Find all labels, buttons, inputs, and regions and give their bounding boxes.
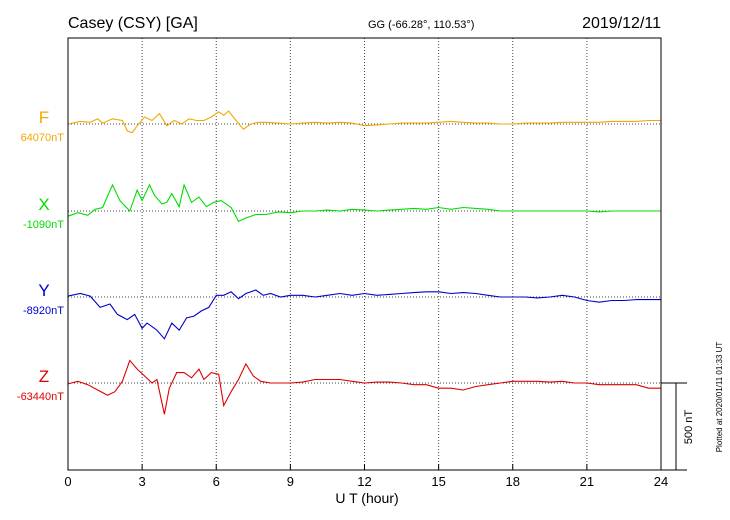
x-tick-label: 21 (580, 474, 594, 489)
series-baseline-z: -63440nT (17, 391, 64, 403)
series-line-z (67, 359, 661, 415)
series-name-z: Z (39, 367, 49, 386)
series-line-f (67, 110, 661, 134)
x-axis-label: U T (hour) (335, 490, 398, 506)
series-name-x: X (38, 195, 49, 214)
x-tick-label: 6 (213, 474, 220, 489)
series-baseline-f: 64070nT (21, 132, 65, 144)
series-baseline-y: -8920nT (23, 305, 64, 317)
coords-label: GG (-66.28°, 110.53°) (368, 19, 474, 31)
x-ticks: 0 3 6 9 12 15 18 21 24 (64, 464, 668, 489)
x-tick-label: 0 (64, 474, 71, 489)
traces (67, 110, 661, 415)
x-tick-label: 9 (287, 474, 294, 489)
series-labels: F 64070nT X -1090nT Y -8920nT Z -63440nT (17, 108, 64, 403)
scale-bar-label: 500 nT (683, 410, 695, 445)
plotted-note: Plotted at 2020/01/11 01:33 UT (715, 342, 724, 453)
x-tick-label: 3 (139, 474, 146, 489)
scale-bar: 500 nT (661, 382, 695, 471)
series-name-y: Y (38, 281, 49, 300)
x-tick-label: 24 (654, 474, 668, 489)
series-baseline-x: -1090nT (23, 219, 64, 231)
series-name-f: F (39, 108, 49, 127)
x-tick-label: 15 (431, 474, 445, 489)
series-line-y (67, 289, 661, 340)
date-label: 2019/12/11 (582, 15, 661, 32)
grid-lines (141, 38, 588, 470)
x-tick-label: 18 (506, 474, 520, 489)
x-tick-label: 12 (357, 474, 371, 489)
station-title: Casey (CSY) [GA] (68, 15, 198, 32)
series-line-x (67, 183, 661, 223)
